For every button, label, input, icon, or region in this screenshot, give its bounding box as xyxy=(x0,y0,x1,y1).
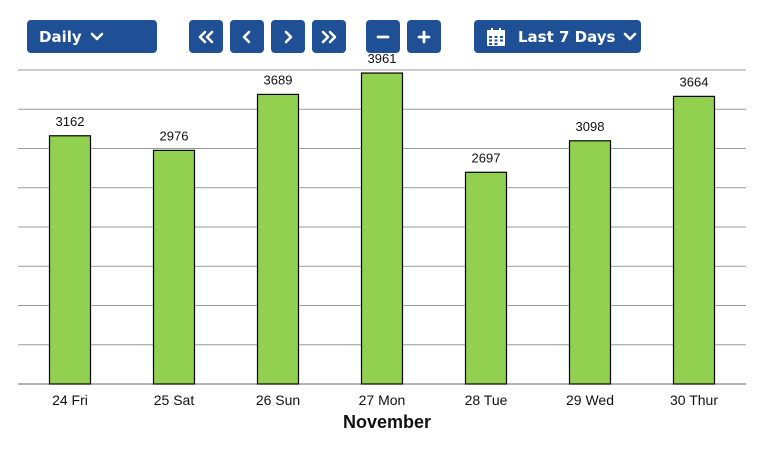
bar-25-sat[interactable] xyxy=(152,149,196,385)
x-axis-title: November xyxy=(343,412,431,432)
bar-30-thur[interactable] xyxy=(672,95,716,385)
bar-value-label: 3162 xyxy=(56,114,85,129)
zoom-out-button[interactable] xyxy=(366,20,400,53)
last-page-button[interactable] xyxy=(312,20,346,53)
period-dropdown[interactable]: Daily xyxy=(27,20,157,53)
double-chevron-left-icon xyxy=(197,30,215,44)
bar-value-label: 2697 xyxy=(472,150,501,165)
bar-value-label: 3098 xyxy=(576,119,605,134)
bar-value-label: 2976 xyxy=(160,128,189,143)
bar-28-tue[interactable] xyxy=(464,171,508,385)
chevron-right-icon xyxy=(282,30,294,44)
bar-value-label: 3961 xyxy=(368,51,397,66)
x-tick-label: 29 Wed xyxy=(566,392,614,408)
bar-24-fri[interactable] xyxy=(48,135,92,385)
first-page-button[interactable] xyxy=(189,20,223,53)
minus-icon xyxy=(376,30,390,44)
calendar-icon xyxy=(486,27,506,47)
plus-icon xyxy=(417,30,431,44)
x-tick-label: 28 Tue xyxy=(465,392,508,408)
period-dropdown-label: Daily xyxy=(39,27,82,46)
chevron-left-icon xyxy=(241,30,253,44)
date-range-label: Last 7 Days xyxy=(518,27,616,46)
bar-27-mon[interactable] xyxy=(360,72,404,385)
bar-26-sun[interactable] xyxy=(256,93,300,385)
bar-29-wed[interactable] xyxy=(568,140,612,385)
date-range-dropdown[interactable]: Last 7 Days xyxy=(474,20,641,53)
chevron-down-icon xyxy=(623,32,637,42)
x-tick-label: 24 Fri xyxy=(52,392,88,408)
zoom-in-button[interactable] xyxy=(407,20,441,53)
x-tick-label: 26 Sun xyxy=(256,392,300,408)
previous-page-button[interactable] xyxy=(230,20,264,53)
x-tick-label: 30 Thur xyxy=(670,392,718,408)
x-tick-label: 25 Sat xyxy=(154,392,195,408)
x-tick-label: 27 Mon xyxy=(359,392,406,408)
next-page-button[interactable] xyxy=(271,20,305,53)
bar-value-label: 3664 xyxy=(680,74,709,89)
chevron-down-icon xyxy=(90,32,104,42)
double-chevron-right-icon xyxy=(320,30,338,44)
bar-value-label: 3689 xyxy=(264,72,293,87)
